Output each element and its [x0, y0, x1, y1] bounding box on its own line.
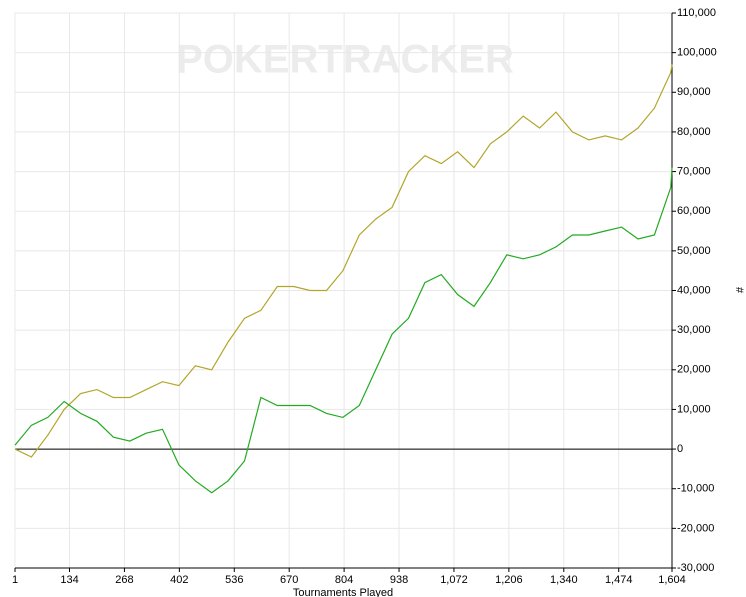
y-tick-label: 10,000 [677, 403, 711, 415]
y-axis-label: # [733, 287, 745, 294]
y-tick-label: 90,000 [677, 86, 711, 98]
x-tick-label: 670 [280, 574, 298, 586]
x-tick-label: 1,206 [495, 574, 523, 586]
x-axis-label: Tournaments Played [293, 587, 393, 597]
y-tick-label: 0 [677, 443, 683, 455]
x-tick-label: 1,474 [605, 574, 633, 586]
y-tick-label: 30,000 [677, 324, 711, 336]
y-tick-label: -20,000 [677, 522, 714, 534]
x-tick-label: 134 [60, 574, 78, 586]
y-tick-label: 50,000 [677, 245, 711, 257]
x-tick-label: 268 [115, 574, 133, 586]
y-tick-label: 100,000 [677, 47, 717, 59]
y-tick-label: 70,000 [677, 165, 711, 177]
y-tick-label: -10,000 [677, 483, 714, 495]
x-tick-label: 938 [390, 574, 408, 586]
y-tick-label: 60,000 [677, 205, 711, 217]
x-tick-label: 402 [170, 574, 188, 586]
x-tick-label: 1,604 [658, 574, 686, 586]
series-line [14, 64, 673, 458]
x-tick-label: 536 [225, 574, 243, 586]
y-tick-label: -30,000 [677, 562, 714, 574]
x-tick-label: 1 [12, 574, 18, 586]
series-line [14, 167, 673, 494]
x-tick-label: 804 [335, 574, 353, 586]
x-tick-label: 1,072 [440, 574, 468, 586]
watermark: POKERTRACKER [176, 38, 514, 82]
y-tick-label: 80,000 [677, 126, 711, 138]
x-tick-label: 1,340 [550, 574, 578, 586]
y-tick-label: 40,000 [677, 284, 711, 296]
y-tick-label: 20,000 [677, 364, 711, 376]
y-tick-label: 110,000 [677, 7, 716, 19]
